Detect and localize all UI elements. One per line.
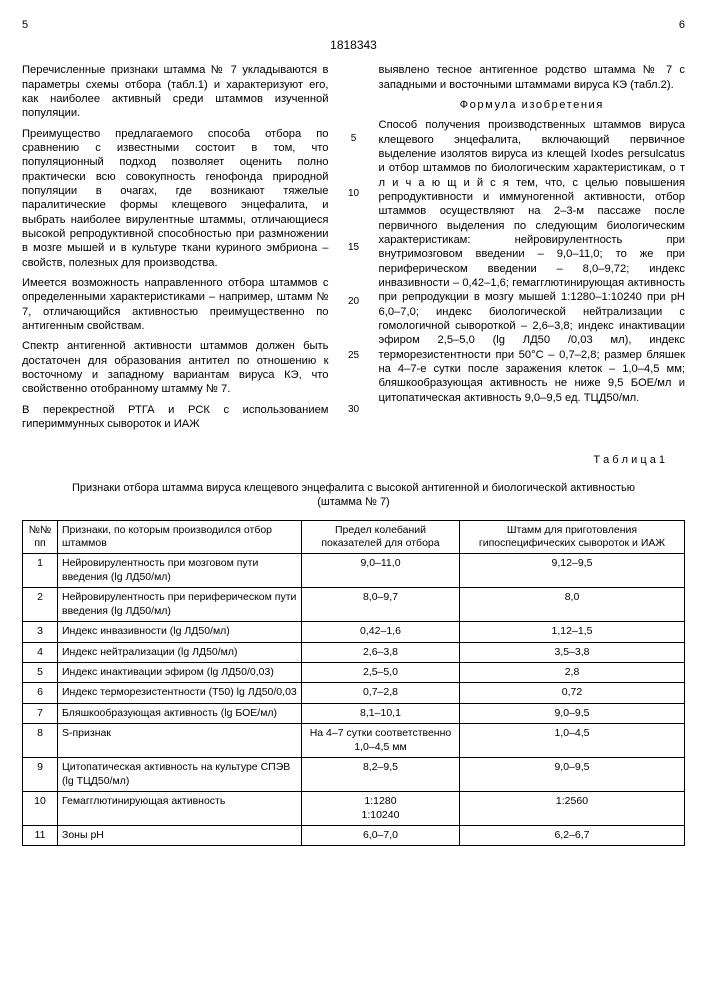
cell-range: На 4–7 сутки соответственно 1,0–4,5 мм	[301, 724, 459, 758]
cell-num: 2	[23, 588, 58, 622]
cell-range: 2,5–5,0	[301, 663, 459, 683]
cell-strain: 8,0	[459, 588, 684, 622]
table-caption: Признаки отбора штамма вируса клещевого …	[62, 481, 645, 509]
cell-num: 8	[23, 724, 58, 758]
cell-strain: 1:2560	[459, 792, 684, 826]
line-mark: 10	[348, 188, 359, 201]
cell-trait: Цитопатическая активность на культуре СП…	[58, 758, 302, 792]
line-mark: 5	[351, 133, 357, 146]
cell-trait: Гемагглютинирующая активность	[58, 792, 302, 826]
cell-trait: S-признак	[58, 724, 302, 758]
cell-num: 10	[23, 792, 58, 826]
cell-num: 11	[23, 825, 58, 845]
page-header: 5 6	[22, 18, 685, 32]
table-row: 5Индекс инактивации эфиром (lg ЛД50/0,03…	[23, 663, 685, 683]
cell-num: 3	[23, 622, 58, 642]
formula-heading: Формула изобретения	[379, 98, 686, 112]
table-label: Т а б л и ц а 1	[22, 453, 665, 467]
cell-strain: 3,5–3,8	[459, 642, 684, 662]
cell-trait: Бляшкообразующая активность (lg БОЕ/мл)	[58, 703, 302, 723]
para: Перечисленные признаки штамма № 7 уклады…	[22, 63, 329, 120]
left-column: Перечисленные признаки штамма № 7 уклады…	[22, 63, 329, 437]
table-row: 8S-признакНа 4–7 сутки соответственно 1,…	[23, 724, 685, 758]
cell-range: 8,2–9,5	[301, 758, 459, 792]
cell-range: 1:1280 1:10240	[301, 792, 459, 826]
table-row: 4Индекс нейтрализации (lg ЛД50/мл)2,6–3,…	[23, 642, 685, 662]
para: Спектр антигенной активности штаммов дол…	[22, 339, 329, 396]
table-row: 1Нейровирулентность при мозговом пути вв…	[23, 554, 685, 588]
table-header-row: №№ пп Признаки, по которым производился …	[23, 520, 685, 554]
table-row: 11Зоны рН6,0–7,06,2–6,7	[23, 825, 685, 845]
page-num-left: 5	[22, 18, 28, 32]
cell-strain: 2,8	[459, 663, 684, 683]
cell-strain: 0,72	[459, 683, 684, 703]
col-header: №№ пп	[23, 520, 58, 554]
cell-range: 0,42–1,6	[301, 622, 459, 642]
table-row: 3Индекс инвазивности (lg ЛД50/мл)0,42–1,…	[23, 622, 685, 642]
cell-trait: Нейровирулентность при мозговом пути вве…	[58, 554, 302, 588]
col-header: Признаки, по которым производился отбор …	[58, 520, 302, 554]
cell-strain: 9,0–9,5	[459, 758, 684, 792]
two-column-body: Перечисленные признаки штамма № 7 уклады…	[22, 63, 685, 437]
cell-num: 5	[23, 663, 58, 683]
table-row: 2Нейровирулентность при периферическом п…	[23, 588, 685, 622]
cell-range: 2,6–3,8	[301, 642, 459, 662]
cell-num: 9	[23, 758, 58, 792]
table-row: 6Индекс терморезистентности (T50) lg ЛД5…	[23, 683, 685, 703]
line-mark: 15	[348, 242, 359, 255]
cell-trait: Индекс нейтрализации (lg ЛД50/мл)	[58, 642, 302, 662]
cell-num: 7	[23, 703, 58, 723]
cell-trait: Нейровирулентность при периферическом пу…	[58, 588, 302, 622]
cell-num: 6	[23, 683, 58, 703]
cell-range: 8,0–9,7	[301, 588, 459, 622]
col-header: Штамм для приготовления гипоспецифически…	[459, 520, 684, 554]
line-mark: 30	[348, 404, 359, 417]
para: Преимущество предлагаемого способа отбор…	[22, 127, 329, 270]
cell-range: 6,0–7,0	[301, 825, 459, 845]
para: В перекрестной РТГА и РСК с использовани…	[22, 403, 329, 432]
table-body: 1Нейровирулентность при мозговом пути вв…	[23, 554, 685, 846]
cell-trait: Индекс инвазивности (lg ЛД50/мл)	[58, 622, 302, 642]
para: выявлено тесное антигенное родство штамм…	[379, 63, 686, 92]
cell-range: 9,0–11,0	[301, 554, 459, 588]
cell-num: 1	[23, 554, 58, 588]
cell-trait: Индекс терморезистентности (T50) lg ЛД50…	[58, 683, 302, 703]
table-row: 9Цитопатическая активность на культуре С…	[23, 758, 685, 792]
cell-strain: 1,12–1,5	[459, 622, 684, 642]
line-mark: 20	[348, 296, 359, 309]
cell-strain: 9,12–9,5	[459, 554, 684, 588]
right-column: выявлено тесное антигенное родство штамм…	[379, 63, 686, 437]
table-row: 7Бляшкообразующая активность (lg БОЕ/мл)…	[23, 703, 685, 723]
line-mark: 25	[348, 350, 359, 363]
table-row: 10Гемагглютинирующая активность1:1280 1:…	[23, 792, 685, 826]
line-number-gutter: 5 10 15 20 25 30	[347, 63, 361, 437]
col-header: Предел колебаний показателей для отбора	[301, 520, 459, 554]
cell-trait: Зоны рН	[58, 825, 302, 845]
cell-strain: 1,0–4,5	[459, 724, 684, 758]
cell-trait: Индекс инактивации эфиром (lg ЛД50/0,03)	[58, 663, 302, 683]
cell-range: 0,7–2,8	[301, 683, 459, 703]
cell-range: 8,1–10,1	[301, 703, 459, 723]
cell-strain: 6,2–6,7	[459, 825, 684, 845]
para: Имеется возможность направленного отбора…	[22, 276, 329, 333]
selection-traits-table: №№ пп Признаки, по которым производился …	[22, 520, 685, 847]
cell-strain: 9,0–9,5	[459, 703, 684, 723]
document-number: 1818343	[22, 38, 685, 53]
page-num-right: 6	[679, 18, 685, 32]
cell-num: 4	[23, 642, 58, 662]
para: Способ получения производственных штаммо…	[379, 118, 686, 405]
